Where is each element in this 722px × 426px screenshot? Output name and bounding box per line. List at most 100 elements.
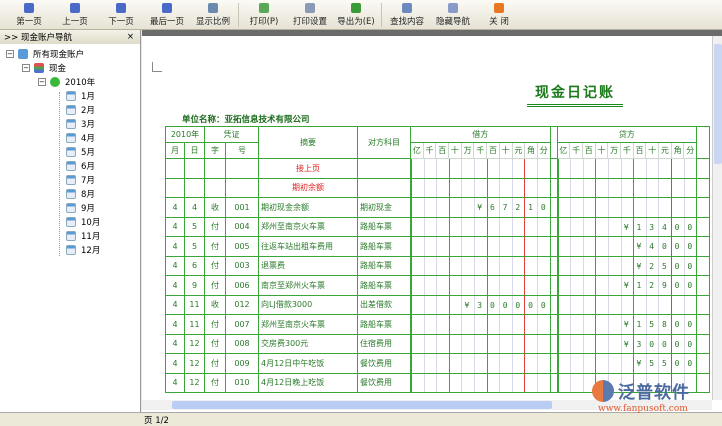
tree-month[interactable]: 11月 bbox=[0, 229, 140, 243]
tree-month[interactable]: 9月 bbox=[0, 201, 140, 215]
tree-month[interactable]: 8月 bbox=[0, 187, 140, 201]
account-cell: 餐饮费用 bbox=[357, 353, 411, 374]
debit-digit-header: 十 bbox=[498, 142, 513, 159]
month-cell: 4 bbox=[165, 275, 185, 296]
debit-amount-cell bbox=[410, 314, 551, 335]
credit-digit-header: 亿 bbox=[556, 142, 571, 159]
account-tree: − 所有现金账户 − 现金 −2010年 1月 2月 3月 4月 5月 6月 7月 8月 9月 10月… bbox=[0, 44, 140, 257]
nav-title: 现金账户导航 bbox=[20, 33, 72, 43]
no-cell: 001 bbox=[225, 197, 259, 218]
account-cell: 出差借款 bbox=[357, 294, 411, 315]
debit-digit-header: 亿 bbox=[410, 142, 424, 159]
table-row[interactable]: 4 12 付 009 4月12日中午吃饭 餐饮费用 ¥5500 bbox=[165, 353, 711, 374]
toolbar-button-8[interactable]: 查找内容 bbox=[384, 0, 430, 30]
tree-month[interactable]: 1月 bbox=[0, 89, 140, 103]
calendar-icon bbox=[66, 105, 76, 115]
vertical-scrollbar[interactable] bbox=[712, 36, 722, 400]
debit-amount-cell bbox=[410, 216, 551, 237]
no-header: 号 bbox=[225, 142, 259, 159]
calendar-icon bbox=[66, 217, 76, 227]
toolbar-button-10[interactable]: 关 闭 bbox=[476, 0, 522, 30]
debit-digit-header: 千 bbox=[422, 142, 437, 159]
close-icon bbox=[494, 3, 504, 13]
account-cell: 路船车票 bbox=[357, 236, 411, 257]
table-row[interactable]: 4 12 付 010 4月12日晚上吃饭 餐饮费用 bbox=[165, 372, 711, 393]
credit-digit-header: 角 bbox=[670, 142, 685, 159]
collapse-icon[interactable]: − bbox=[6, 50, 14, 58]
month-cell: 4 bbox=[165, 294, 185, 315]
debit-digit-header: 分 bbox=[536, 142, 551, 159]
month-cell: 4 bbox=[165, 333, 185, 354]
carry_forward-label: 接上页 bbox=[258, 158, 358, 179]
table-row: 期初余额 bbox=[165, 177, 711, 198]
debit-header: 借方 bbox=[410, 126, 551, 143]
collapse-icon[interactable]: − bbox=[38, 78, 46, 86]
year-header: 2010年 bbox=[165, 126, 205, 143]
tree-month[interactable]: 10月 bbox=[0, 215, 140, 229]
horizontal-scrollbar[interactable] bbox=[142, 400, 712, 410]
no-cell: 003 bbox=[225, 255, 259, 276]
credit-digit-header: 元 bbox=[658, 142, 672, 159]
table-row[interactable]: 4 11 收 012 向LJ借款3000 出差借款 ¥300000 bbox=[165, 294, 711, 315]
tree-month[interactable]: 4月 bbox=[0, 131, 140, 145]
day-cell: 5 bbox=[184, 216, 205, 237]
tree-month[interactable]: 6月 bbox=[0, 159, 140, 173]
calendar-icon bbox=[66, 231, 76, 241]
month-cell: 4 bbox=[165, 255, 185, 276]
table-row[interactable]: 4 5 付 005 往返车站出租车费用 路船车票 ¥4000 bbox=[165, 236, 711, 257]
credit-amount-cell: ¥5500 bbox=[556, 353, 698, 374]
toolbar-button-1[interactable]: 上一页 bbox=[52, 0, 98, 30]
table-row[interactable]: 4 11 付 007 郑州至南京火车票 路船车票 ¥15800 bbox=[165, 314, 711, 335]
toolbar-button-3[interactable]: 最后一页 bbox=[144, 0, 190, 30]
month-cell: 4 bbox=[165, 197, 185, 218]
debit-amount-cell: ¥67210 bbox=[410, 197, 551, 218]
tree-month[interactable]: 5月 bbox=[0, 145, 140, 159]
tree-month[interactable]: 3月 bbox=[0, 117, 140, 131]
cash-icon bbox=[34, 63, 44, 73]
tree-month[interactable]: 2月 bbox=[0, 103, 140, 117]
toolbar-button-4[interactable]: 显示比例 bbox=[190, 0, 236, 30]
expand-icon[interactable]: >> bbox=[4, 33, 19, 43]
credit-digit-header: 千 bbox=[620, 142, 634, 159]
collapse-icon[interactable]: − bbox=[22, 64, 30, 72]
navigation-panel: >> 现金账户导航 × − 所有现金账户 − 现金 −2010年 1月 2月 3月 4月 5… bbox=[0, 30, 141, 412]
voucher-header: 凭证 bbox=[204, 126, 259, 143]
debit-amount-cell bbox=[410, 236, 551, 257]
toolbar-button-7[interactable]: 导出为(E) bbox=[333, 0, 379, 30]
close-nav-button[interactable]: × bbox=[126, 32, 134, 42]
account-cell: 路船车票 bbox=[357, 216, 411, 237]
tree-month[interactable]: 12月 bbox=[0, 243, 140, 257]
table-row[interactable]: 4 6 付 003 退票费 路船车票 ¥2500 bbox=[165, 255, 711, 276]
print-icon bbox=[259, 3, 269, 13]
no-cell: 010 bbox=[225, 372, 259, 393]
table-row[interactable]: 4 12 付 008 交房费300元 住宿费用 ¥30000 bbox=[165, 333, 711, 354]
debit-digit-header: 千 bbox=[473, 142, 488, 159]
toolbar-button-0[interactable]: 第一页 bbox=[6, 0, 52, 30]
toolbar-button-5[interactable]: 打印(P) bbox=[241, 0, 287, 30]
hide-nav-icon bbox=[448, 3, 458, 13]
credit-digit-header: 万 bbox=[607, 142, 621, 159]
credit-amount-cell: ¥15800 bbox=[556, 314, 698, 335]
toolbar-button-2[interactable]: 下一页 bbox=[98, 0, 144, 30]
credit-amount-cell: ¥4000 bbox=[556, 236, 698, 257]
debit-amount-cell: ¥300000 bbox=[410, 294, 551, 315]
account-cell: 路船车票 bbox=[357, 314, 411, 335]
table-row[interactable]: 4 9 付 006 南京至郑州火车票 路船车票 ¥12900 bbox=[165, 275, 711, 296]
tree-year[interactable]: −2010年 bbox=[38, 77, 96, 88]
debit-digit-header: 百 bbox=[435, 142, 450, 159]
tree-month[interactable]: 7月 bbox=[0, 173, 140, 187]
calendar-icon bbox=[66, 147, 76, 157]
tree-root[interactable]: − 所有现金账户 bbox=[6, 49, 85, 60]
day-cell: 4 bbox=[184, 197, 205, 218]
tree-account[interactable]: − 现金 bbox=[22, 63, 67, 74]
table-row[interactable]: 4 5 付 004 郑州至南京火车票 路船车票 ¥13400 bbox=[165, 216, 711, 237]
type-cell: 付 bbox=[204, 255, 226, 276]
type-cell: 收 bbox=[204, 294, 226, 315]
toolbar-button-9[interactable]: 隐藏导航 bbox=[430, 0, 476, 30]
month-cell: 4 bbox=[165, 216, 185, 237]
month-header: 月 bbox=[165, 142, 185, 159]
month-cell: 4 bbox=[165, 353, 185, 374]
debit-amount-cell bbox=[410, 333, 551, 354]
table-row[interactable]: 4 4 收 001 期初现金余额 期初现金 ¥67210 bbox=[165, 197, 711, 218]
toolbar-button-6[interactable]: 打印设置 bbox=[287, 0, 333, 30]
